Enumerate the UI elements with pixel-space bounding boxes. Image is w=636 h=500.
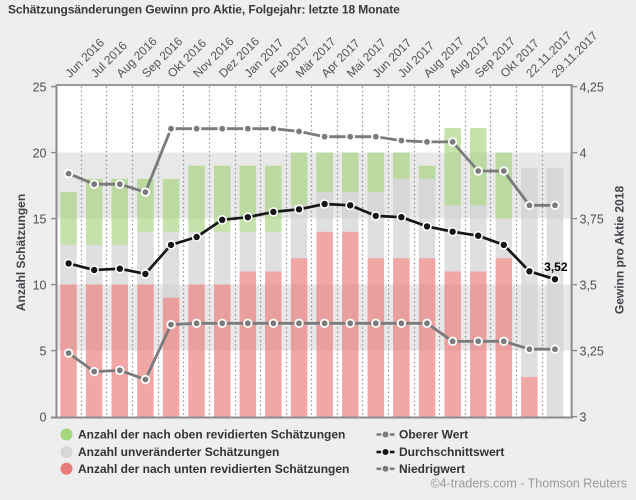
- svg-text:3: 3: [580, 411, 587, 425]
- svg-text:Anzahl unveränderter Schätzung: Anzahl unveränderter Schätzungen: [78, 445, 279, 459]
- svg-text:0: 0: [40, 411, 47, 425]
- svg-text:3,5: 3,5: [580, 279, 597, 293]
- svg-text:15: 15: [33, 213, 47, 227]
- svg-text:Oberer Wert: Oberer Wert: [399, 428, 468, 442]
- svg-text:10: 10: [33, 279, 47, 293]
- svg-text:Niedrigwert: Niedrigwert: [399, 462, 465, 476]
- svg-text:3,25: 3,25: [580, 345, 604, 359]
- svg-text:4: 4: [580, 147, 587, 161]
- svg-text:3,75: 3,75: [580, 213, 604, 227]
- svg-text:5: 5: [40, 345, 47, 359]
- svg-text:Durchschnittswert: Durchschnittswert: [399, 445, 504, 459]
- svg-text:4,25: 4,25: [580, 81, 604, 95]
- svg-text:25: 25: [33, 81, 47, 95]
- svg-text:Gewinn pro Aktie 2018: Gewinn pro Aktie 2018: [613, 186, 627, 315]
- svg-text:Anzahl der nach unten revidier: Anzahl der nach unten revidierten Schätz…: [78, 462, 349, 476]
- svg-text:©4-traders.com - Thomson Reute: ©4-traders.com - Thomson Reuters: [430, 477, 627, 491]
- svg-text:Schätzungsänderungen Gewinn pr: Schätzungsänderungen Gewinn pro Aktie, F…: [8, 2, 400, 16]
- svg-text:Anzahl Schätzungen: Anzahl Schätzungen: [14, 194, 28, 311]
- svg-text:Anzahl der nach oben revidiert: Anzahl der nach oben revidierten Schätzu…: [78, 428, 345, 442]
- svg-text:3,52: 3,52: [544, 260, 568, 274]
- svg-text:20: 20: [33, 147, 47, 161]
